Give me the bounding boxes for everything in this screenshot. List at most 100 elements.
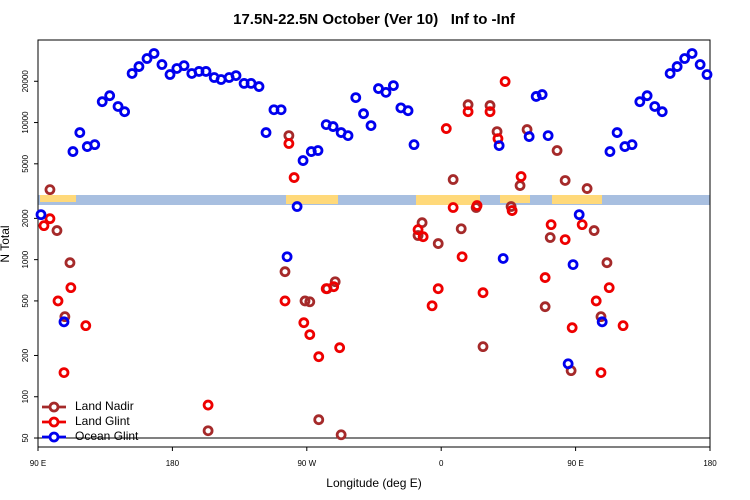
y-tick-label: 200 bbox=[21, 348, 30, 362]
point bbox=[447, 174, 459, 185]
point bbox=[260, 127, 272, 138]
point bbox=[417, 231, 429, 243]
point bbox=[253, 81, 265, 92]
point bbox=[412, 224, 424, 236]
point bbox=[58, 316, 70, 328]
legend-marker bbox=[48, 416, 60, 428]
point bbox=[126, 68, 138, 79]
point bbox=[297, 155, 309, 166]
legend-entry: Ocean Glint bbox=[42, 429, 139, 443]
x-tick-label: 0 bbox=[439, 459, 444, 468]
point bbox=[35, 209, 47, 221]
y-tick-label: 10000 bbox=[21, 111, 30, 134]
map-strip bbox=[38, 195, 710, 205]
point bbox=[148, 48, 160, 59]
point bbox=[506, 205, 518, 216]
point bbox=[686, 48, 698, 59]
point bbox=[65, 282, 77, 294]
point bbox=[477, 341, 489, 353]
point bbox=[694, 59, 706, 70]
y-tick-label: 2000 bbox=[21, 209, 30, 227]
point bbox=[74, 127, 86, 138]
point bbox=[402, 105, 414, 117]
x-tick-label: 180 bbox=[166, 459, 180, 468]
point bbox=[44, 184, 56, 196]
y-tick-label: 1000 bbox=[21, 250, 30, 268]
series bbox=[38, 76, 629, 411]
point bbox=[455, 223, 467, 235]
point bbox=[471, 200, 483, 211]
point bbox=[544, 232, 556, 243]
y-tick-label: 5000 bbox=[21, 154, 30, 172]
point bbox=[447, 202, 459, 213]
point bbox=[611, 127, 623, 138]
point bbox=[617, 320, 629, 332]
point bbox=[104, 90, 116, 102]
point bbox=[112, 101, 124, 112]
point bbox=[477, 287, 489, 299]
point bbox=[279, 295, 291, 307]
point bbox=[275, 104, 287, 116]
legend-entry: Land Glint bbox=[42, 414, 130, 428]
x-axis-label: Longitude (deg E) bbox=[326, 476, 421, 490]
point bbox=[291, 201, 303, 212]
y-tick-label: 20000 bbox=[21, 70, 30, 93]
point bbox=[328, 281, 340, 293]
point bbox=[358, 108, 369, 120]
point bbox=[281, 251, 293, 263]
point bbox=[493, 140, 505, 151]
point bbox=[80, 320, 92, 332]
point bbox=[462, 106, 474, 118]
point bbox=[542, 130, 554, 142]
point bbox=[601, 257, 613, 269]
point bbox=[536, 89, 548, 100]
point bbox=[562, 358, 574, 370]
point bbox=[38, 220, 50, 232]
point bbox=[288, 172, 300, 183]
point bbox=[44, 213, 56, 225]
legend-entry: Land Nadir bbox=[42, 399, 134, 413]
point bbox=[313, 351, 325, 363]
point bbox=[58, 367, 70, 379]
series bbox=[35, 48, 713, 370]
point bbox=[530, 91, 542, 102]
point bbox=[133, 61, 145, 72]
x-tick-label: 180 bbox=[703, 459, 717, 468]
legend-label: Land Nadir bbox=[75, 399, 134, 413]
point bbox=[626, 139, 638, 151]
series bbox=[44, 99, 613, 441]
point bbox=[539, 272, 551, 283]
point bbox=[523, 131, 535, 142]
legend-label: Land Glint bbox=[75, 414, 130, 428]
point bbox=[641, 90, 653, 102]
y-axis-label: N Total bbox=[0, 225, 12, 262]
legend-label: Ocean Glint bbox=[75, 429, 139, 443]
point bbox=[432, 283, 444, 295]
point bbox=[679, 53, 691, 64]
point bbox=[596, 316, 608, 328]
point bbox=[202, 425, 214, 437]
point bbox=[551, 145, 563, 156]
point bbox=[96, 96, 108, 108]
point bbox=[283, 138, 295, 149]
point bbox=[567, 259, 579, 271]
point bbox=[514, 180, 526, 191]
point bbox=[566, 322, 578, 334]
point bbox=[164, 69, 176, 80]
y-tick-label: 500 bbox=[21, 294, 30, 308]
point bbox=[656, 106, 668, 118]
point bbox=[701, 69, 713, 80]
point bbox=[365, 120, 377, 131]
point bbox=[545, 219, 557, 231]
point bbox=[484, 100, 496, 111]
point bbox=[299, 295, 311, 307]
point bbox=[119, 106, 131, 118]
point bbox=[426, 300, 438, 312]
point bbox=[412, 230, 424, 241]
point bbox=[67, 146, 79, 157]
point bbox=[595, 311, 607, 323]
point bbox=[664, 68, 676, 79]
point bbox=[408, 139, 420, 151]
point bbox=[388, 80, 399, 91]
